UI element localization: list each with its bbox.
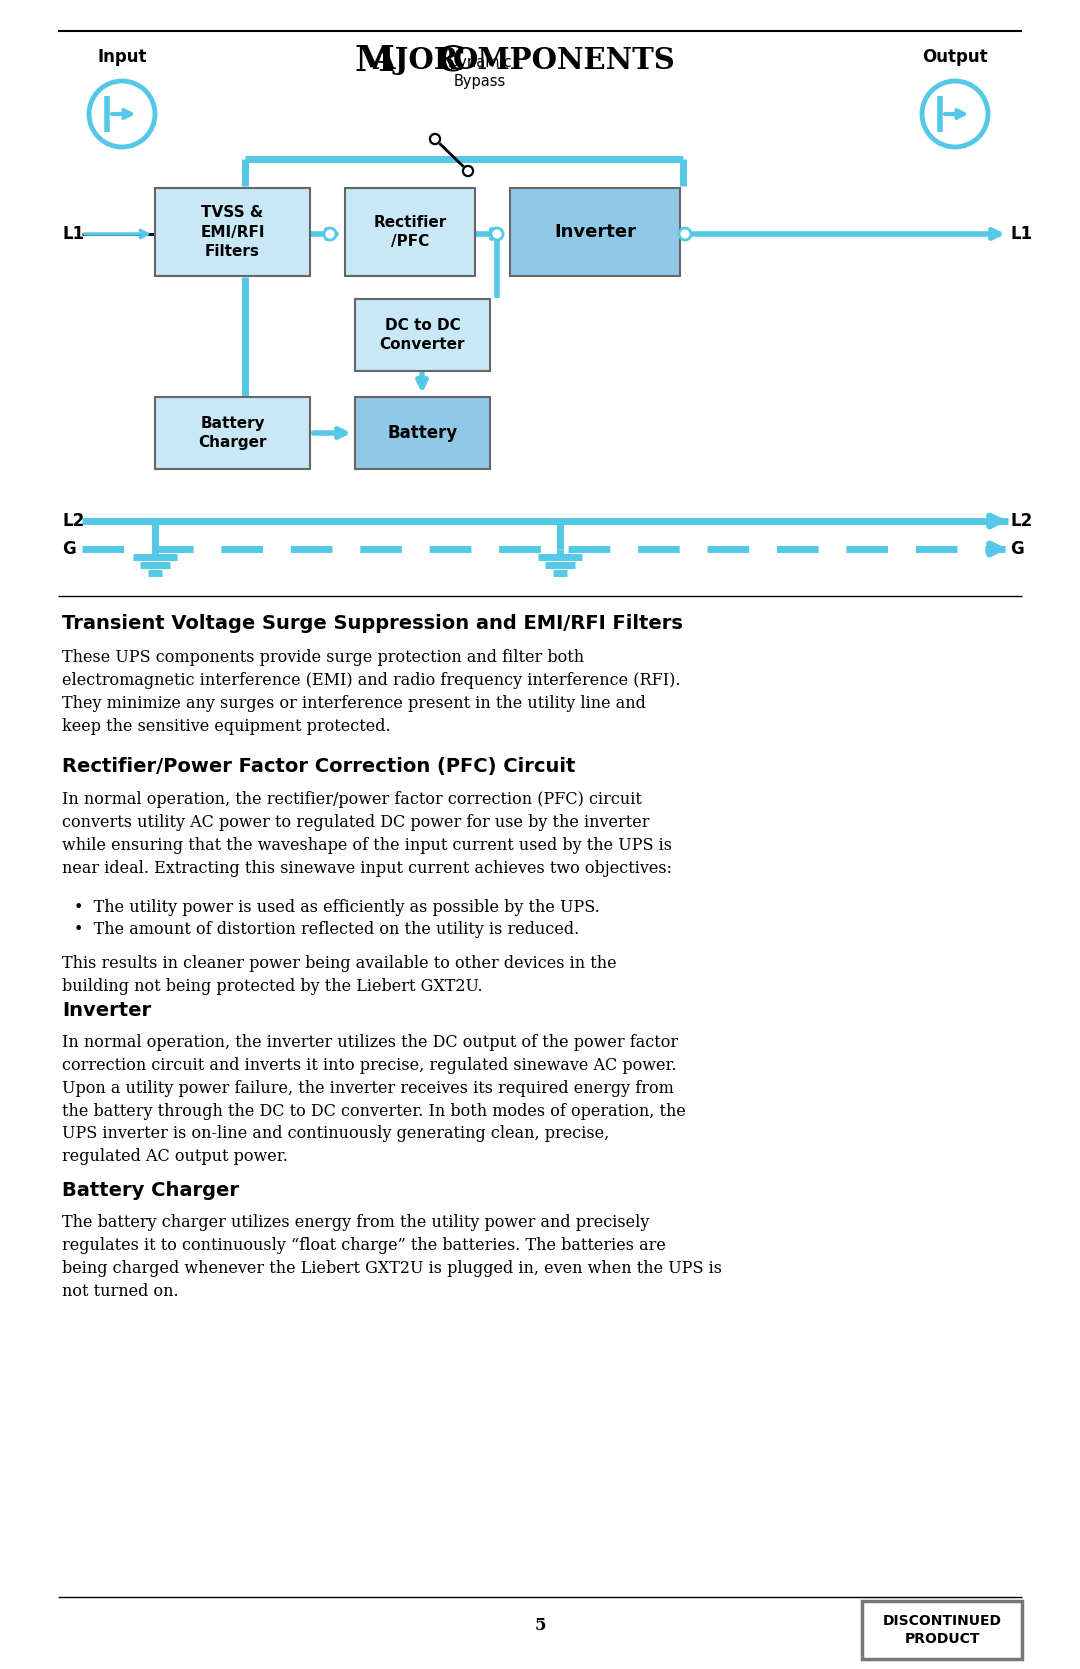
Text: Inverter: Inverter	[554, 224, 636, 240]
Text: These UPS components provide surge protection and filter both
electromagnetic in: These UPS components provide surge prote…	[62, 649, 680, 734]
Circle shape	[324, 229, 336, 240]
Text: L2: L2	[62, 512, 84, 531]
Circle shape	[430, 134, 440, 144]
Text: AJOR: AJOR	[372, 47, 458, 75]
Text: OMPONENTS: OMPONENTS	[454, 47, 676, 75]
Text: 5: 5	[535, 1617, 545, 1634]
Text: Battery: Battery	[388, 424, 458, 442]
Text: G: G	[1010, 541, 1024, 557]
Text: C: C	[436, 43, 465, 78]
Circle shape	[430, 134, 440, 144]
Text: TVSS &
EMI/RFI
Filters: TVSS & EMI/RFI Filters	[200, 205, 265, 259]
Circle shape	[679, 229, 691, 240]
FancyBboxPatch shape	[345, 189, 475, 275]
Text: The battery charger utilizes energy from the utility power and precisely
regulat: The battery charger utilizes energy from…	[62, 1213, 723, 1300]
Circle shape	[463, 165, 473, 175]
Text: In normal operation, the inverter utilizes the DC output of the power factor
cor: In normal operation, the inverter utiliz…	[62, 1035, 686, 1165]
Text: Battery Charger: Battery Charger	[62, 1182, 239, 1200]
Circle shape	[491, 229, 503, 240]
Text: L2: L2	[1010, 512, 1032, 531]
Text: L1: L1	[62, 225, 84, 244]
Text: M: M	[355, 43, 395, 78]
Text: Output: Output	[922, 48, 988, 67]
Text: L1: L1	[1010, 225, 1032, 244]
FancyBboxPatch shape	[510, 189, 680, 275]
Text: Battery
Charger: Battery Charger	[199, 416, 267, 451]
Text: DC to DC
Converter: DC to DC Converter	[380, 317, 465, 352]
Circle shape	[89, 82, 156, 147]
Text: This results in cleaner power being available to other devices in the
building n: This results in cleaner power being avai…	[62, 955, 617, 995]
Text: G: G	[62, 541, 76, 557]
Text: Input: Input	[97, 48, 147, 67]
Text: •  The amount of distortion reflected on the utility is reduced.: • The amount of distortion reflected on …	[75, 921, 579, 938]
Circle shape	[922, 82, 988, 147]
FancyBboxPatch shape	[156, 397, 310, 469]
Text: In normal operation, the rectifier/power factor correction (PFC) circuit
convert: In normal operation, the rectifier/power…	[62, 791, 672, 876]
FancyBboxPatch shape	[862, 1601, 1022, 1659]
Text: Dynamic
Bypass: Dynamic Bypass	[448, 55, 512, 88]
Text: PRODUCT: PRODUCT	[904, 1632, 980, 1646]
FancyBboxPatch shape	[355, 397, 490, 469]
FancyBboxPatch shape	[156, 189, 310, 275]
Text: DISCONTINUED: DISCONTINUED	[882, 1614, 1001, 1627]
FancyBboxPatch shape	[355, 299, 490, 371]
Text: Transient Voltage Surge Suppression and EMI/RFI Filters: Transient Voltage Surge Suppression and …	[62, 614, 683, 633]
Text: Rectifier/Power Factor Correction (PFC) Circuit: Rectifier/Power Factor Correction (PFC) …	[62, 758, 576, 776]
Circle shape	[463, 165, 473, 175]
Text: Inverter: Inverter	[62, 1001, 151, 1020]
Text: •  The utility power is used as efficiently as possible by the UPS.: • The utility power is used as efficient…	[75, 900, 599, 916]
Text: Rectifier
/PFC: Rectifier /PFC	[374, 215, 447, 249]
